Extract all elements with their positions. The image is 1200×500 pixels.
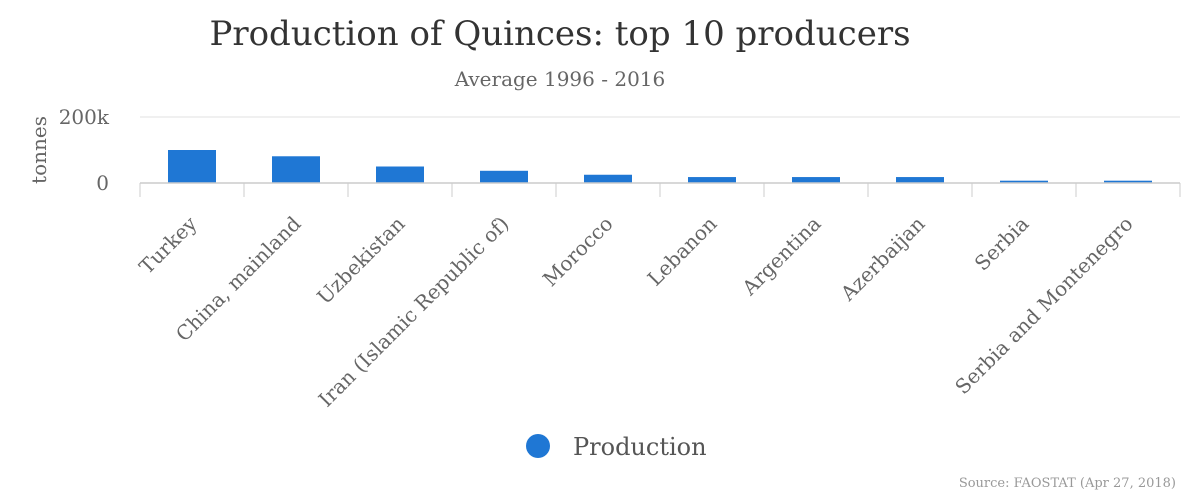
x-tick-label: Azerbaijan [835, 211, 929, 305]
chart-title: Production of Quinces: top 10 producers [209, 14, 911, 54]
chart-subtitle: Average 1996 - 2016 [454, 67, 666, 91]
bars [168, 150, 1152, 183]
bar[interactable] [376, 166, 424, 184]
x-tick-label: Uzbekistan [312, 211, 409, 308]
y-axis: 0 200k tonnes [27, 105, 110, 195]
y-tick-label: 200k [59, 105, 110, 129]
bar[interactable] [168, 150, 216, 183]
bar[interactable] [480, 170, 528, 183]
x-tick-label: Serbia and Montenegro [950, 212, 1137, 399]
bar[interactable] [792, 177, 840, 183]
bar[interactable] [896, 177, 944, 183]
y-tick-label: 0 [96, 171, 109, 195]
x-tick-label: Morocco [538, 212, 618, 292]
bar[interactable] [1000, 180, 1048, 183]
legend[interactable]: Production [526, 433, 707, 461]
y-axis-title: tonnes [27, 116, 51, 184]
x-tick-label: Argentina [737, 212, 826, 301]
legend-label[interactable]: Production [573, 433, 707, 461]
bar[interactable] [584, 174, 632, 183]
x-tick-label: Serbia [970, 212, 1034, 276]
legend-marker[interactable] [526, 434, 550, 458]
source-note: Source: FAOSTAT (Apr 27, 2018) [958, 476, 1176, 491]
bar[interactable] [272, 156, 320, 183]
bar[interactable] [688, 177, 736, 183]
x-tick-label: Iran (Islamic Republic of) [314, 212, 514, 412]
x-tick-label: Lebanon [643, 211, 722, 290]
x-tick-label: Turkey [134, 211, 202, 279]
bar[interactable] [1104, 180, 1152, 183]
